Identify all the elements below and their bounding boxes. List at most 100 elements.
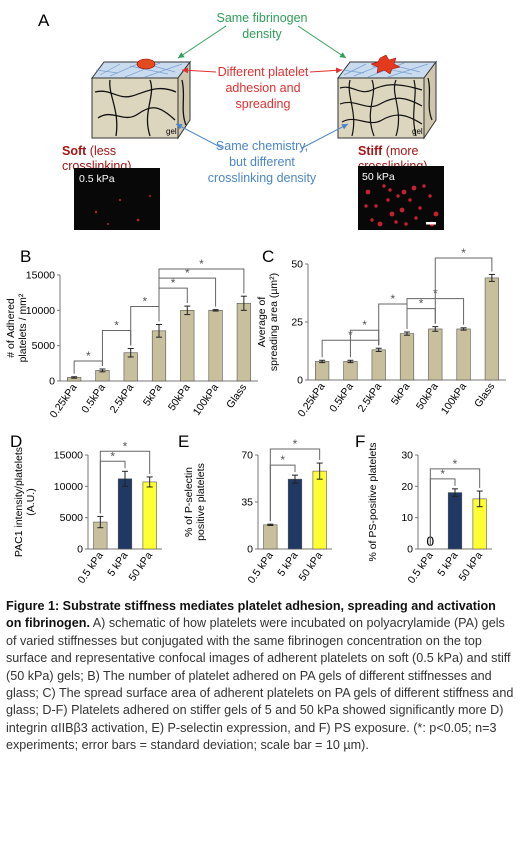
- soft-gel-cube: gel: [91, 58, 191, 140]
- y-axis-label: Average ofspreading area (µm²): [256, 273, 280, 371]
- y-axis-label: % of P-selectinpositive platelets: [183, 463, 207, 541]
- stiff-gel-cube: gel: [337, 54, 437, 140]
- platelet-dot: [433, 211, 439, 217]
- platelet-dot: [377, 221, 383, 227]
- bar-e-2: [312, 470, 327, 550]
- y-tick-label: 0: [407, 544, 413, 556]
- same-fibrinogen-line1: Same fibrinogen: [216, 11, 307, 25]
- bar-b-4: [180, 310, 195, 382]
- platelet-dot: [401, 189, 407, 195]
- x-tick-label: 5 kPa: [105, 550, 130, 579]
- x-tick-label: 50 kPa: [127, 550, 156, 584]
- panel-label-d: D: [10, 432, 22, 451]
- bar-c-2: [371, 349, 386, 381]
- panel-a-arrows: [175, 25, 349, 149]
- y-tick-label: 25: [291, 317, 303, 329]
- caption-body: A) schematic of how platelets were incub…: [6, 616, 514, 753]
- y-axis-label: PAC1 intensity/platelets(A.U.): [13, 447, 37, 557]
- significance-star: *: [171, 276, 176, 290]
- bar-d-1: [117, 478, 133, 550]
- y-tick-label: 5000: [60, 512, 84, 524]
- platelet-dot: [388, 188, 392, 192]
- significance-bracket: *: [158, 257, 245, 322]
- platelet-dot: [386, 198, 390, 202]
- platelet-dot: [374, 204, 378, 208]
- x-tick-label: 2.5kPa: [356, 381, 385, 415]
- panel-label-c: C: [262, 247, 274, 266]
- y-tick-label: 0: [297, 375, 303, 387]
- soft-confocal-image: 0.5 kPa: [74, 168, 160, 230]
- platelet-dot: [411, 185, 417, 191]
- panel-label-e: E: [178, 432, 189, 451]
- x-tick-label: Glass: [224, 382, 249, 411]
- platelet-dot: [382, 184, 386, 188]
- y-tick-label: 0: [49, 376, 55, 388]
- x-tick-label: 50 kPa: [297, 550, 326, 584]
- bar-b-5: [208, 310, 223, 382]
- y-axis-label: % of PS-positive platelets: [367, 442, 379, 561]
- panel-label-f: F: [355, 432, 365, 451]
- significance-bracket: *: [406, 297, 436, 329]
- significance-bracket: *: [429, 457, 481, 546]
- significance-star: *: [143, 294, 148, 308]
- significance-star: *: [362, 318, 367, 332]
- y-tick-label: 20: [401, 481, 413, 493]
- same-chemistry-line3: crosslinking density: [208, 171, 317, 185]
- platelet-dot: [422, 184, 426, 188]
- significance-star: *: [461, 246, 466, 260]
- platelet-dot: [408, 198, 412, 202]
- bar-b-3: [151, 330, 167, 382]
- y-tick-label: 5000: [32, 340, 56, 352]
- diff-adhesion-line2: adhesion and: [225, 81, 300, 95]
- soft-platelet-icon: [136, 58, 156, 70]
- x-tick-label: 50 kPa: [457, 550, 486, 584]
- bar-d-2: [142, 481, 157, 550]
- scale-bar: [426, 222, 436, 225]
- chart-b: B 0 5000 10000 15000 # of Adheredplatelets / …: [5, 247, 258, 420]
- y-tick-label: 15000: [26, 270, 55, 282]
- significance-star: *: [280, 453, 285, 467]
- x-tick-label: 2.5kPa: [108, 382, 137, 416]
- same-fibrinogen-line2: density: [242, 27, 282, 41]
- bar-b-6: [236, 302, 251, 382]
- bar-c-4: [428, 328, 443, 381]
- same-chemistry-line2: but different: [229, 155, 295, 169]
- bar-c-1: [343, 361, 358, 381]
- diff-adhesion-line1: Different platelet: [218, 65, 309, 79]
- bar-f-1: [447, 492, 463, 550]
- x-tick-label: 5 kPa: [435, 550, 460, 579]
- stiff-confocal-image: 50 kPa: [358, 166, 444, 230]
- panel-a-label: A: [38, 11, 50, 30]
- x-tick-label: 0.5kPa: [327, 381, 356, 415]
- chart-d: D 0 5000 10000 15000 PAC1 intensity/platelets…: [10, 432, 162, 586]
- significance-bracket: *: [73, 349, 103, 374]
- x-tick-label: 50kPa: [166, 382, 193, 413]
- platelet-dot: [428, 194, 432, 198]
- panel-label-b: B: [20, 247, 31, 266]
- y-tick-label: 0: [247, 544, 253, 556]
- svg-text:0.5 kPa: 0.5 kPa: [79, 173, 115, 185]
- soft-label: Soft (less: [62, 144, 116, 158]
- significance-star: *: [114, 318, 119, 332]
- stiff-gel-label: gel: [412, 127, 423, 136]
- bar-c-6: [484, 277, 499, 381]
- y-axis-label: # of Adheredplatelets / mm²: [5, 293, 29, 362]
- significance-bracket: *: [434, 246, 493, 324]
- significance-star: *: [419, 297, 424, 311]
- bar-c-0: [315, 361, 330, 381]
- stiff-platelet-icon: [370, 54, 401, 75]
- significance-star: *: [185, 266, 190, 280]
- platelet-dot: [389, 211, 395, 217]
- y-tick-label: 15000: [54, 450, 83, 462]
- significance-star: *: [86, 349, 91, 363]
- significance-star: *: [440, 467, 445, 481]
- platelet-dot: [399, 207, 405, 213]
- soft-gel-label: gel: [166, 127, 177, 136]
- x-tick-label: 5kPa: [389, 381, 413, 408]
- y-tick-label: 10000: [26, 305, 55, 317]
- y-tick-label: 10: [401, 512, 413, 524]
- figure-canvas: A gel: [5, 11, 506, 586]
- same-chemistry-line1: Same chemistry,: [216, 139, 308, 153]
